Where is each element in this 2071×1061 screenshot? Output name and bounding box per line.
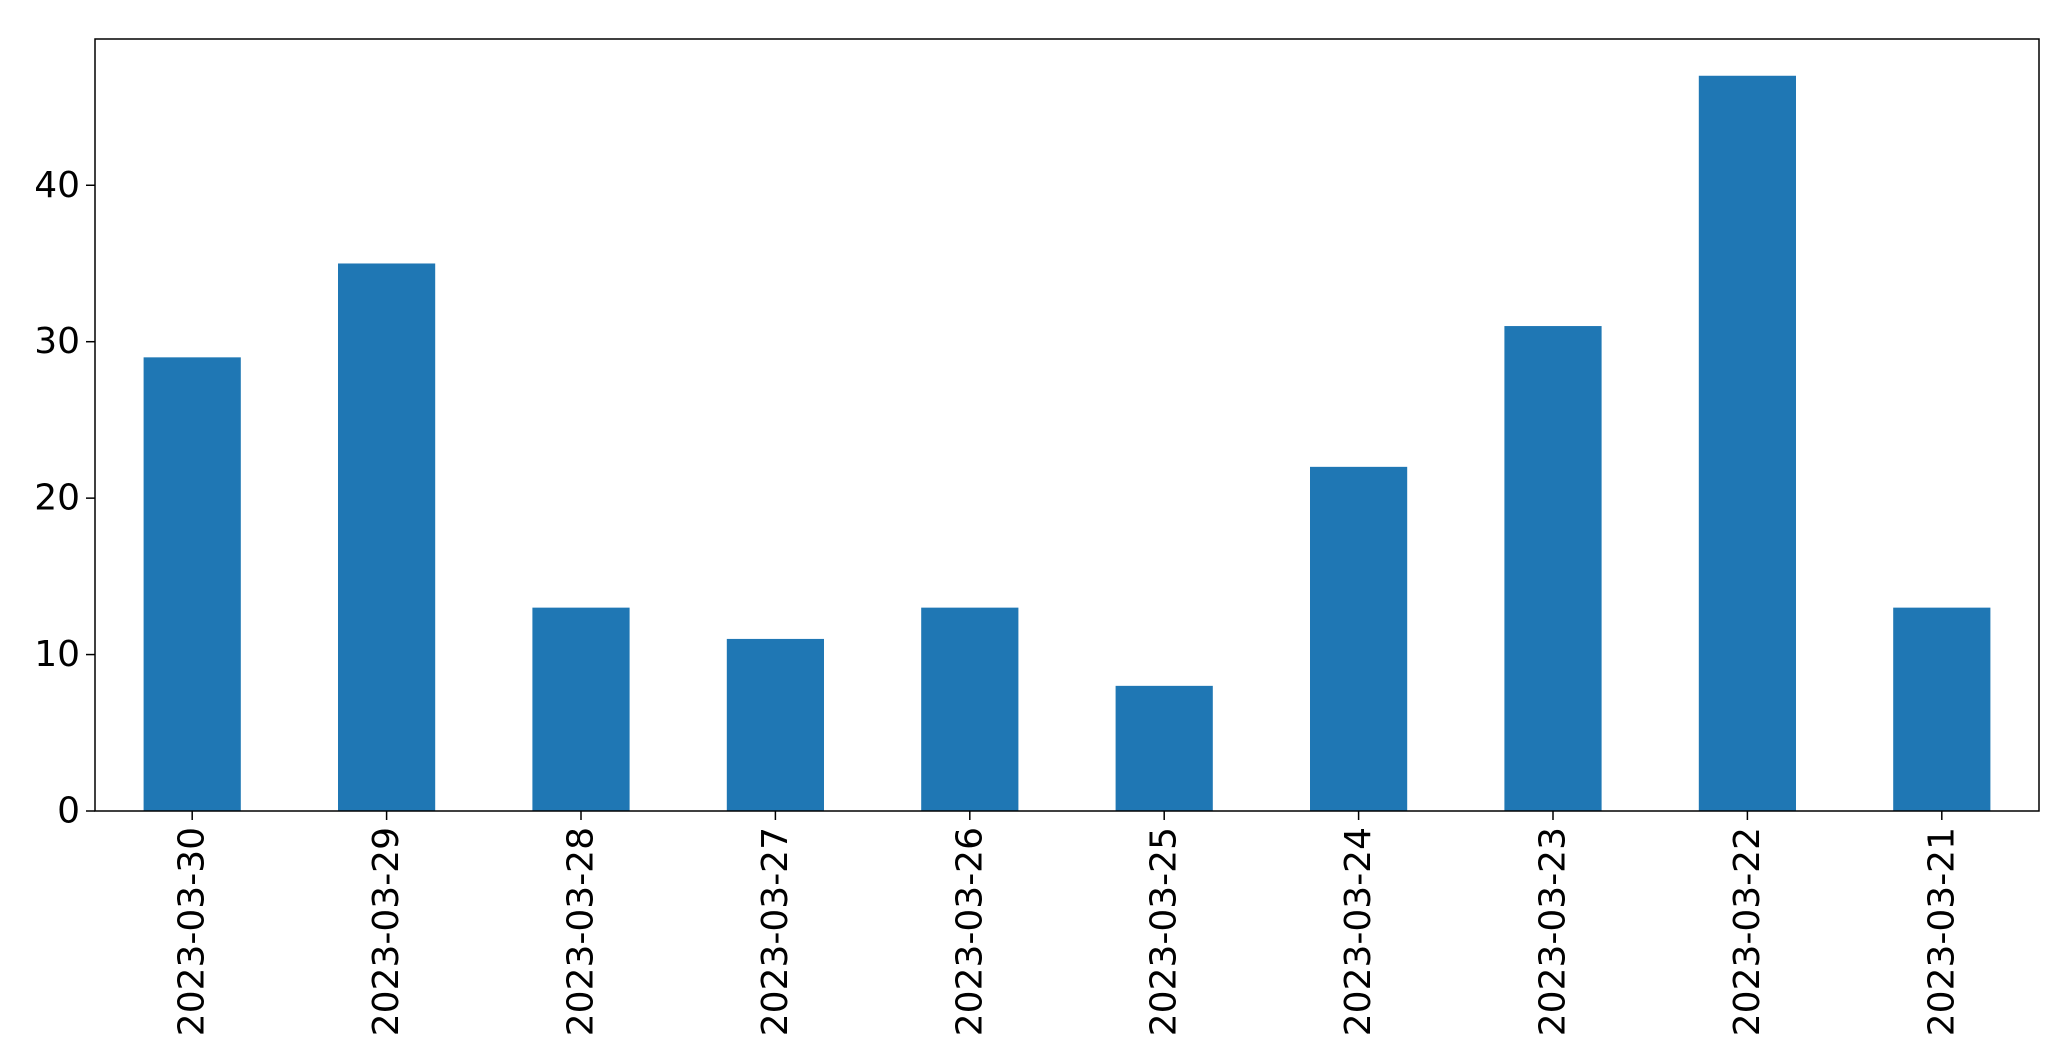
bar-2023-03-23 bbox=[1504, 326, 1602, 811]
bar-2023-03-27 bbox=[726, 638, 824, 811]
x-tick-label-2023-03-27: 2023-03-27 bbox=[755, 827, 796, 1036]
x-tick-label-2023-03-24: 2023-03-24 bbox=[1338, 827, 1379, 1036]
bar-2023-03-30 bbox=[143, 357, 241, 811]
x-tick-label-2023-03-21: 2023-03-21 bbox=[1921, 827, 1962, 1036]
bars-group bbox=[143, 75, 1991, 811]
x-tick-label-2023-03-26: 2023-03-26 bbox=[949, 827, 990, 1036]
y-tick-label-0: 0 bbox=[57, 791, 80, 832]
bar-2023-03-24 bbox=[1310, 466, 1408, 811]
x-tick-label-2023-03-23: 2023-03-23 bbox=[1533, 827, 1574, 1036]
y-tick-label-30: 30 bbox=[34, 321, 80, 362]
x-tick-label-2023-03-29: 2023-03-29 bbox=[366, 827, 407, 1036]
y-tick-label-40: 40 bbox=[34, 165, 80, 206]
y-tick-label-20: 20 bbox=[34, 478, 80, 519]
bar-2023-03-29 bbox=[338, 263, 436, 811]
bar-2023-03-26 bbox=[921, 607, 1019, 811]
bar-2023-03-22 bbox=[1698, 75, 1796, 811]
x-tick-label-2023-03-22: 2023-03-22 bbox=[1727, 827, 1768, 1036]
x-tick-label-2023-03-25: 2023-03-25 bbox=[1144, 827, 1185, 1036]
plot-frame bbox=[94, 38, 2040, 812]
bar-2023-03-21 bbox=[1893, 607, 1991, 811]
x-axis: 2023-03-30 2023-03-29 2023-03-28 2023-03-27… bbox=[172, 811, 1962, 1036]
bar-2023-03-25 bbox=[1115, 685, 1213, 811]
y-axis: 0 10 20 30 40 bbox=[34, 165, 95, 832]
bar-2023-03-28 bbox=[532, 607, 630, 811]
x-tick-label-2023-03-30: 2023-03-30 bbox=[172, 827, 213, 1036]
y-tick-label-10: 10 bbox=[34, 634, 80, 675]
x-tick-label-2023-03-28: 2023-03-28 bbox=[561, 827, 602, 1036]
